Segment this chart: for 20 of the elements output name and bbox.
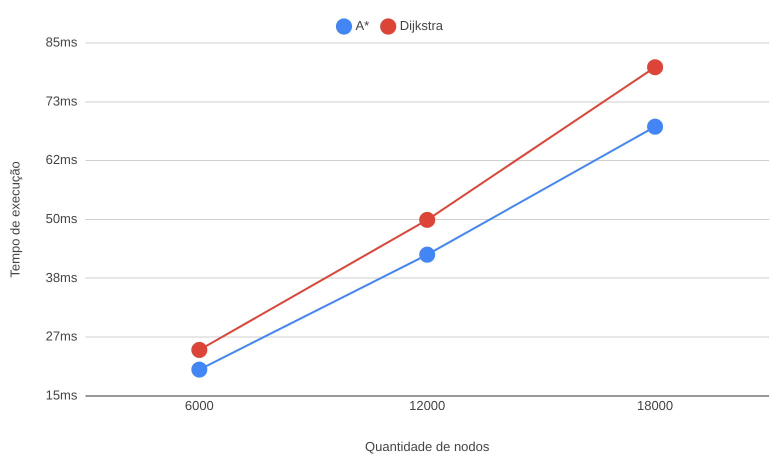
y-tick-label: 62ms: [46, 152, 78, 168]
point: [419, 246, 436, 263]
legend-label: A*: [355, 18, 370, 34]
point: [647, 118, 664, 135]
point: [419, 212, 436, 228]
x-axis-title: Quantidade de nodos: [365, 438, 490, 454]
point: [191, 362, 208, 378]
y-tick-label: 85ms: [46, 34, 78, 50]
point: [191, 342, 208, 358]
x-tick-label: 6000: [184, 398, 214, 414]
y-tick-label: 73ms: [46, 93, 78, 108]
point: [647, 59, 664, 76]
x-tick-label: 12000: [409, 398, 446, 414]
y-tick-label: 27ms: [46, 328, 78, 344]
y-axis-title: Tempo de execução: [7, 161, 22, 278]
y-tick-label: 15ms: [46, 387, 78, 402]
x-tick-label: 18000: [636, 398, 674, 414]
y-tick-label: 38ms: [46, 270, 78, 285]
y-tick-label: 50ms: [46, 210, 78, 226]
legend-label: Dijkstra: [400, 18, 444, 34]
